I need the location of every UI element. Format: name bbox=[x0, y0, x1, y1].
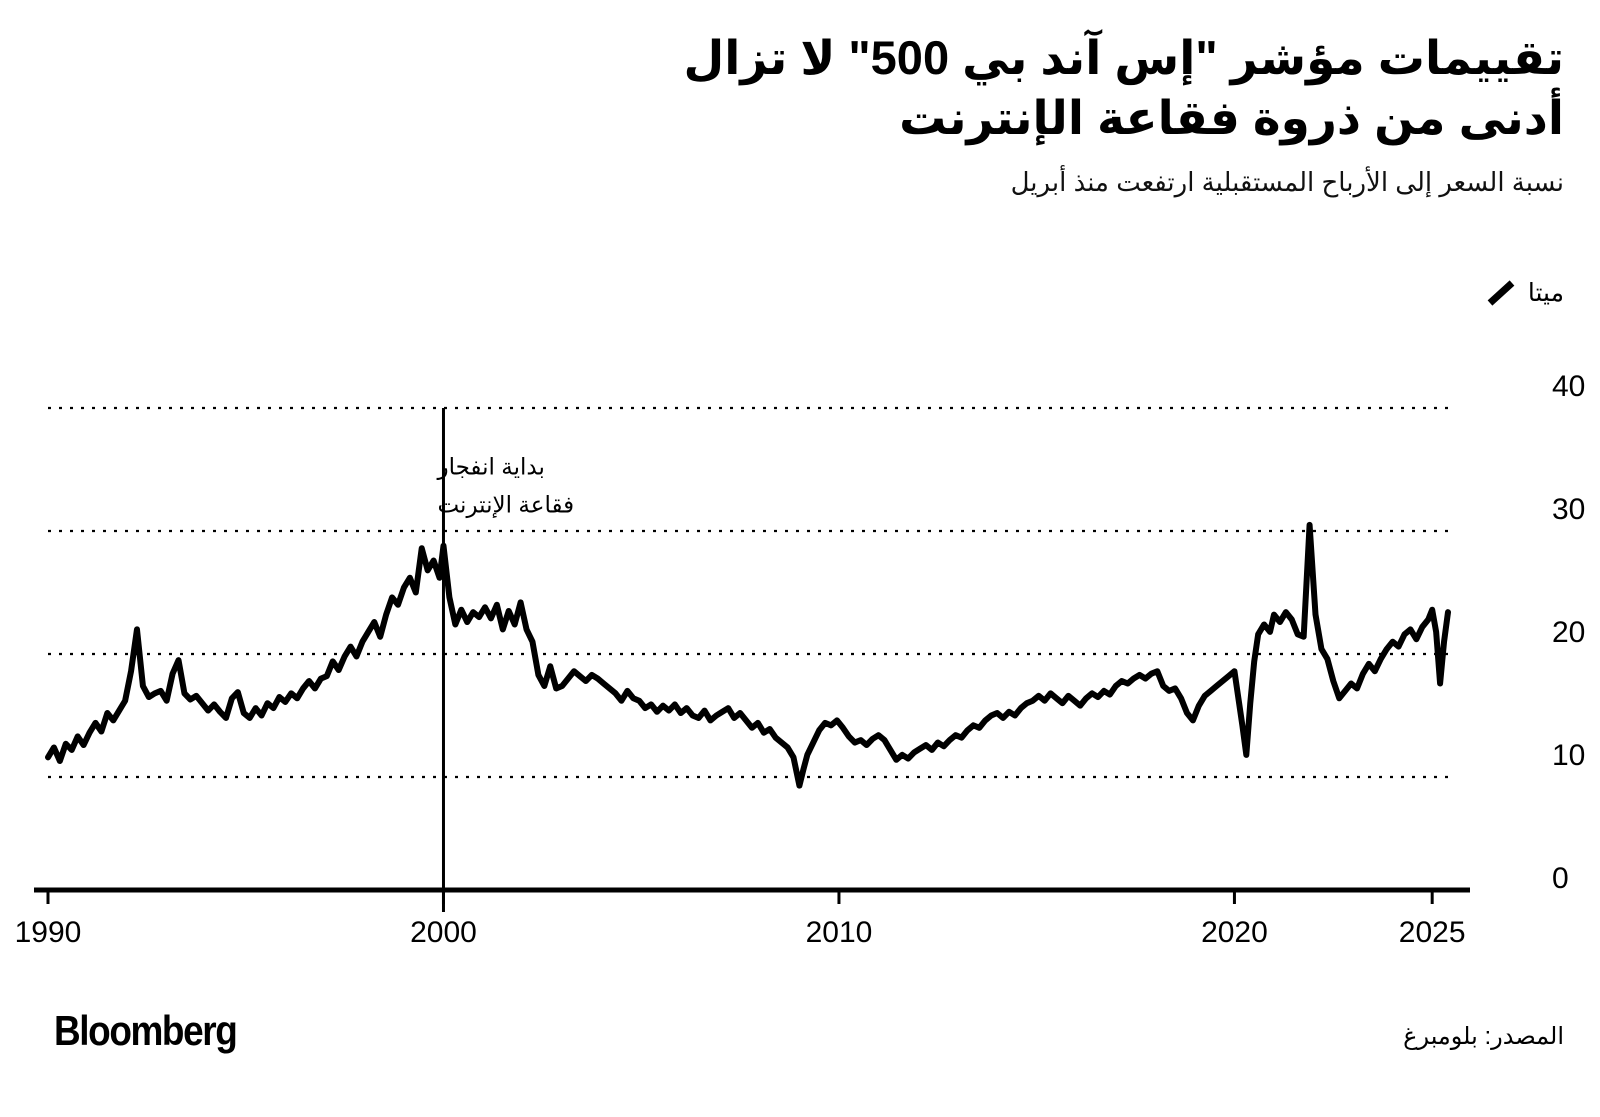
header: تقييمات مؤشر "إس آند بي 500" لا تزال أدن… bbox=[36, 28, 1564, 200]
gridlines bbox=[48, 406, 1448, 779]
title-line-2: أدنى من ذروة فقاعة الإنترنت bbox=[899, 91, 1564, 145]
y-tick-label: 40 bbox=[1552, 370, 1585, 403]
x-tick-label: 2000 bbox=[410, 916, 477, 949]
line-segment-icon bbox=[1486, 278, 1516, 308]
page-title: تقييمات مؤشر "إس آند بي 500" لا تزال أدن… bbox=[36, 28, 1564, 148]
y-tick-label: 20 bbox=[1552, 616, 1585, 649]
legend-item-label: ميتا bbox=[1527, 279, 1564, 307]
y-tick-label: 30 bbox=[1552, 493, 1585, 526]
y-tick-label: 0 bbox=[1552, 862, 1569, 895]
x-axis bbox=[34, 887, 1470, 904]
source-note: المصدر: بلومبرغ bbox=[1403, 1023, 1564, 1050]
annotation-label-line-2: فقاعة الإنترنت bbox=[437, 492, 574, 519]
y-axis-tick-labels: 0 10 20 30 40 bbox=[1552, 370, 1585, 895]
x-tick-label: 1990 bbox=[15, 916, 82, 949]
chart-legend: ميتا bbox=[1486, 278, 1564, 308]
chart-area: 0 10 20 30 40 1990 2000 2010 2020 2025 بداية انف… bbox=[0, 340, 1600, 960]
y-tick-label: 10 bbox=[1552, 739, 1585, 772]
x-tick-label: 2020 bbox=[1201, 916, 1268, 949]
footer: Bloomberg المصدر: بلومبرغ bbox=[36, 999, 1564, 1059]
title-line-1: تقييمات مؤشر "إس آند بي 500" لا تزال bbox=[683, 31, 1564, 84]
bloomberg-logo: Bloomberg bbox=[54, 1007, 238, 1054]
annotation-label-line-1: بداية انفجار bbox=[436, 453, 544, 480]
line-chart: 0 10 20 30 40 1990 2000 2010 2020 2025 بداية انف… bbox=[15, 370, 1586, 949]
page-subtitle: نسبة السعر إلى الأرباح المستقبلية ارتفعت… bbox=[1010, 167, 1564, 198]
series-path bbox=[45, 521, 1451, 789]
x-axis-tick-labels: 1990 2000 2010 2020 2025 bbox=[15, 916, 1466, 949]
x-tick-label: 2010 bbox=[806, 916, 873, 949]
x-tick-label: 2025 bbox=[1399, 916, 1466, 949]
series-line-meta bbox=[45, 521, 1451, 789]
